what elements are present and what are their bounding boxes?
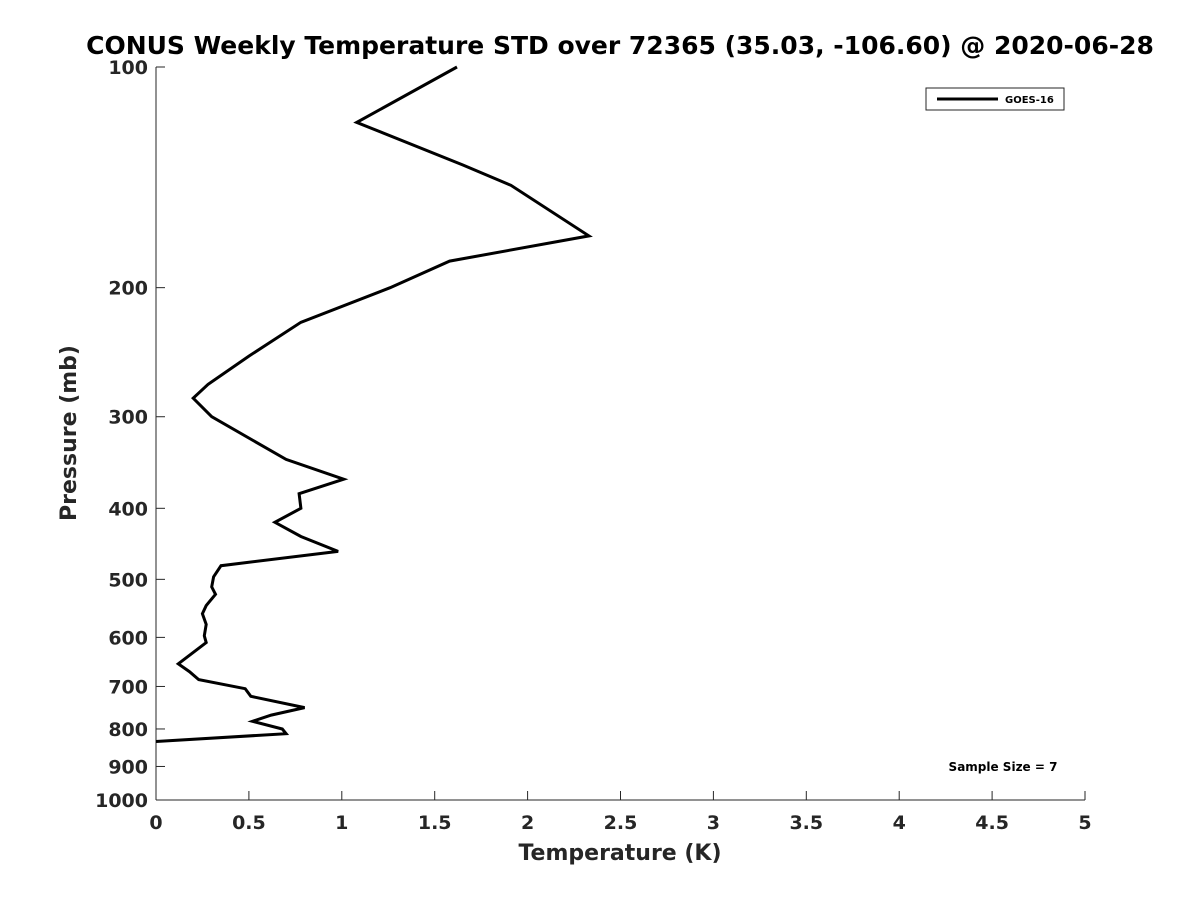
x-tick-label: 2.5 — [604, 812, 638, 834]
x-tick-label: 3.5 — [789, 812, 823, 834]
x-tick-label: 0 — [149, 812, 162, 834]
y-tick-label: 1000 — [95, 790, 148, 812]
sample-size-annotation: Sample Size = 7 — [949, 760, 1058, 774]
y-tick-label: 600 — [108, 627, 148, 649]
x-tick-label: 4 — [893, 812, 906, 834]
y-tick-label: 900 — [108, 756, 148, 778]
y-tick-label: 400 — [108, 498, 148, 520]
y-tick-label: 500 — [108, 569, 148, 591]
x-tick-label: 1 — [335, 812, 348, 834]
y-tick-label: 100 — [108, 57, 148, 79]
y-tick-label: 800 — [108, 719, 148, 741]
x-ticks: 0 0.5 1 1.5 2 2.5 3 3.5 4 4.5 5 — [149, 791, 1092, 834]
y-ticks: 100 200 300 400 500 600 700 800 900 1000 — [95, 57, 165, 812]
x-tick-label: 1.5 — [418, 812, 452, 834]
y-axis-label: Pressure (mb) — [57, 345, 82, 521]
x-tick-label: 2 — [521, 812, 534, 834]
y-tick-label: 700 — [108, 676, 148, 698]
series-line-goes-16 — [155, 65, 593, 743]
legend: GOES-16 — [925, 87, 1065, 111]
axes — [155, 67, 1085, 801]
y-tick-label: 300 — [108, 407, 148, 429]
series-group — [155, 65, 593, 743]
x-tick-label: 0.5 — [232, 812, 266, 834]
x-tick-label: 4.5 — [975, 812, 1009, 834]
y-tick-label: 200 — [108, 278, 148, 300]
legend-label-goes-16: GOES-16 — [1005, 95, 1054, 106]
x-axis-label: Temperature (K) — [518, 841, 721, 866]
x-tick-label: 5 — [1078, 812, 1091, 834]
chart-title: CONUS Weekly Temperature STD over 72365 … — [86, 31, 1154, 60]
x-tick-label: 3 — [707, 812, 720, 834]
